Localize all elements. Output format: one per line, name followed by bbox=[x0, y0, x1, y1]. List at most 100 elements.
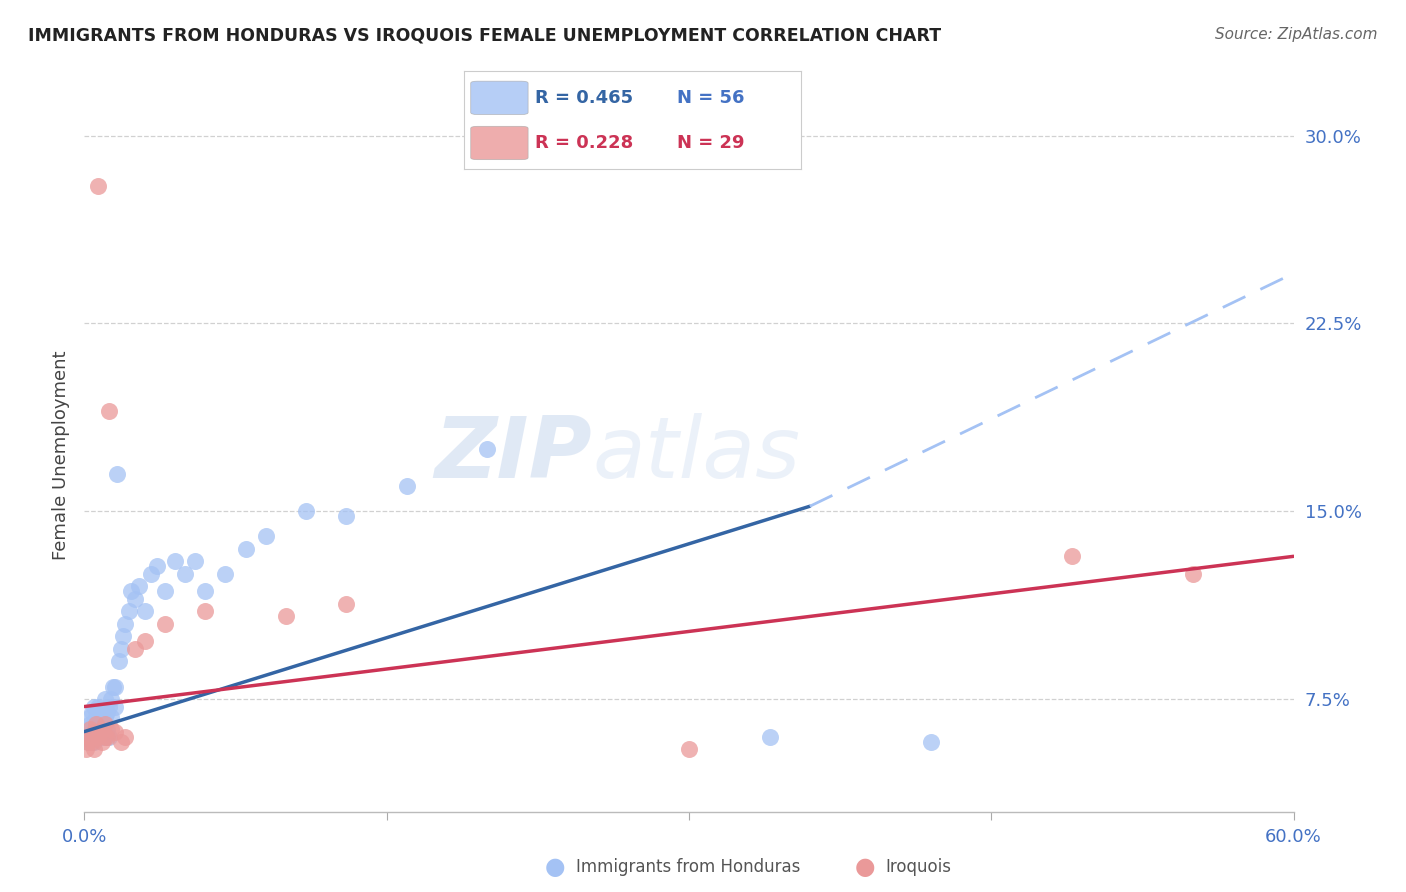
Point bbox=[97, 699, 120, 714]
Point bbox=[118, 604, 141, 618]
Point bbox=[93, 717, 115, 731]
Text: R = 0.465: R = 0.465 bbox=[534, 89, 633, 107]
Point bbox=[111, 630, 134, 644]
Point bbox=[96, 730, 118, 744]
Text: ●: ● bbox=[855, 855, 875, 879]
Point bbox=[146, 559, 169, 574]
Point bbox=[89, 724, 111, 739]
Point bbox=[87, 699, 110, 714]
Point bbox=[87, 717, 110, 731]
Y-axis label: Female Unemployment: Female Unemployment bbox=[52, 351, 70, 559]
Point bbox=[124, 591, 146, 606]
Point bbox=[77, 734, 100, 748]
Point bbox=[120, 584, 142, 599]
Point bbox=[214, 566, 236, 581]
Point bbox=[134, 604, 156, 618]
Text: ZIP: ZIP bbox=[434, 413, 592, 497]
Point bbox=[87, 730, 110, 744]
Point bbox=[96, 722, 118, 736]
Point bbox=[194, 604, 217, 618]
Point bbox=[86, 730, 108, 744]
Point bbox=[101, 680, 124, 694]
Point bbox=[82, 724, 104, 739]
Point bbox=[104, 699, 127, 714]
Point bbox=[79, 717, 101, 731]
Point bbox=[110, 642, 132, 657]
Point bbox=[124, 642, 146, 657]
Point bbox=[274, 609, 297, 624]
Point bbox=[174, 566, 197, 581]
Point bbox=[97, 730, 120, 744]
Text: atlas: atlas bbox=[592, 413, 800, 497]
Point bbox=[75, 742, 97, 756]
Point bbox=[1181, 566, 1204, 581]
Point bbox=[153, 584, 176, 599]
Point bbox=[184, 554, 207, 568]
Point bbox=[79, 709, 101, 723]
Point bbox=[395, 479, 418, 493]
Point bbox=[86, 709, 108, 723]
Point bbox=[1060, 549, 1083, 564]
Point bbox=[114, 616, 136, 631]
Point bbox=[100, 709, 122, 723]
Text: ●: ● bbox=[546, 855, 565, 879]
Point bbox=[194, 584, 217, 599]
Point bbox=[139, 566, 162, 581]
Point bbox=[758, 730, 780, 744]
Point bbox=[86, 717, 108, 731]
Point bbox=[104, 680, 127, 694]
Point bbox=[107, 655, 129, 669]
Point bbox=[77, 722, 100, 736]
Text: IMMIGRANTS FROM HONDURAS VS IROQUOIS FEMALE UNEMPLOYMENT CORRELATION CHART: IMMIGRANTS FROM HONDURAS VS IROQUOIS FEM… bbox=[28, 27, 941, 45]
Point bbox=[93, 692, 115, 706]
Point bbox=[128, 579, 150, 593]
Text: Immigrants from Honduras: Immigrants from Honduras bbox=[576, 858, 801, 876]
Point bbox=[335, 509, 357, 524]
Point bbox=[77, 734, 100, 748]
Text: Source: ZipAtlas.com: Source: ZipAtlas.com bbox=[1215, 27, 1378, 42]
Point bbox=[82, 734, 104, 748]
Text: N = 56: N = 56 bbox=[676, 89, 744, 107]
Point bbox=[83, 714, 105, 729]
Point bbox=[254, 529, 277, 543]
Point bbox=[134, 634, 156, 648]
Point bbox=[79, 722, 101, 736]
Point bbox=[114, 730, 136, 744]
Point bbox=[100, 722, 122, 736]
Point bbox=[100, 692, 122, 706]
Point bbox=[82, 705, 104, 719]
FancyBboxPatch shape bbox=[471, 81, 529, 114]
Point bbox=[96, 705, 118, 719]
Point bbox=[477, 442, 499, 456]
Text: R = 0.228: R = 0.228 bbox=[534, 134, 633, 152]
Point bbox=[105, 467, 128, 481]
Point bbox=[89, 709, 111, 723]
Point bbox=[110, 734, 132, 748]
Text: Iroquois: Iroquois bbox=[886, 858, 952, 876]
Point bbox=[920, 734, 942, 748]
Point bbox=[295, 504, 318, 518]
Point bbox=[79, 730, 101, 744]
FancyBboxPatch shape bbox=[471, 127, 529, 160]
Point bbox=[91, 717, 114, 731]
Point bbox=[93, 709, 115, 723]
Point bbox=[335, 597, 357, 611]
Point bbox=[83, 734, 105, 748]
Point bbox=[104, 724, 127, 739]
Point bbox=[83, 724, 105, 739]
Point bbox=[153, 616, 176, 631]
Point bbox=[93, 730, 115, 744]
Point bbox=[235, 541, 257, 556]
Point bbox=[89, 730, 111, 744]
Point bbox=[87, 178, 110, 193]
Point bbox=[165, 554, 187, 568]
Point bbox=[93, 730, 115, 744]
Point bbox=[678, 742, 700, 756]
Point bbox=[83, 742, 105, 756]
Point bbox=[91, 734, 114, 748]
Point bbox=[75, 730, 97, 744]
Text: N = 29: N = 29 bbox=[676, 134, 744, 152]
Point bbox=[97, 404, 120, 418]
Point bbox=[91, 705, 114, 719]
Point bbox=[83, 699, 105, 714]
